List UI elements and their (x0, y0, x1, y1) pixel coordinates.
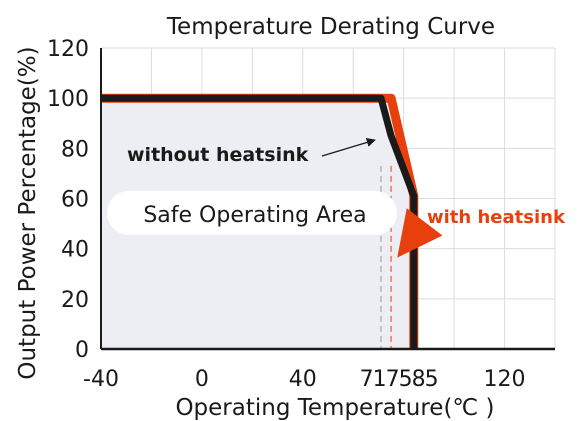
tick-labels: 0 20 40 60 80 100 120 -40 0 40 120 717585 (47, 37, 526, 392)
x-tick-label-40: 40 (289, 367, 317, 392)
safe-area-label-group: Safe Operating Area (107, 191, 397, 235)
y-tick-label-40: 40 (61, 238, 89, 263)
x-axis-title: Operating Temperature(℃ ) (175, 395, 494, 421)
x-tick-label-0: 0 (195, 367, 209, 392)
y-axis-title: Output Power Percentage(%) (15, 46, 41, 379)
y-tick-label-20: 20 (61, 288, 89, 313)
y-tick-label-60: 60 (61, 188, 89, 213)
chart-title: Temperature Derating Curve (166, 14, 495, 40)
annotation-without-heatsink: without heatsink (127, 138, 376, 166)
axes (100, 48, 555, 351)
annotation-without-heatsink-label: without heatsink (127, 144, 309, 166)
x-tick-label--40: -40 (83, 367, 119, 392)
y-tick-label-120: 120 (47, 37, 89, 62)
annotation-with-heatsink: with heatsink (397, 207, 566, 258)
x-tick-label-120: 120 (484, 367, 526, 392)
annotation-with-heatsink-label: with heatsink (427, 207, 566, 228)
safe-area-label-background (107, 191, 397, 235)
x-tick-label-71-75-85: 717585 (360, 367, 438, 392)
y-tick-label-100: 100 (47, 87, 89, 112)
annotation-with-heatsink-arrow (397, 208, 443, 258)
annotation-without-heatsink-arrow (321, 138, 376, 157)
y-tick-label-0: 0 (75, 338, 89, 363)
y-tick-label-80: 80 (61, 137, 89, 162)
safe-area-label: Safe Operating Area (143, 203, 366, 228)
